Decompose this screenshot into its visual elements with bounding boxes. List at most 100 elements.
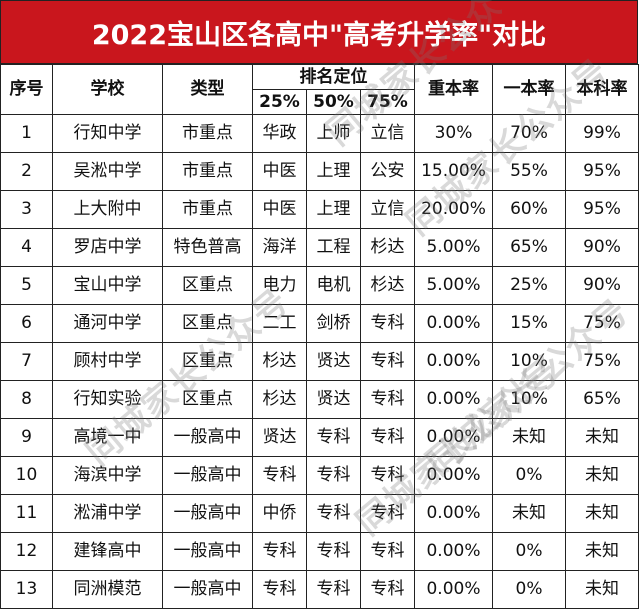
cell-key-rate: 0.00% bbox=[414, 456, 493, 495]
cell-key-rate: 0.00% bbox=[414, 342, 493, 381]
cell-rank-75: 公安 bbox=[360, 152, 415, 191]
cell-bachelor-rate: 99% bbox=[565, 114, 639, 153]
header-key-rate: 重本率 bbox=[414, 64, 493, 115]
cell-key-rate: 20.00% bbox=[414, 190, 493, 229]
cell-school: 高境一中 bbox=[52, 418, 163, 457]
table-row: 3 上大附中 市重点 中医 上理 立信 20.00% 60% 95% bbox=[0, 190, 639, 229]
header-bachelor-rate: 本科率 bbox=[565, 64, 639, 115]
table-row: 13 同洲模范 一般高中 专科 专科 专科 0.00% 0% 未知 bbox=[0, 570, 639, 609]
cell-bachelor-rate: 90% bbox=[565, 228, 639, 267]
table-row: 11 淞浦中学 一般高中 中侨 专科 专科 0.00% 未知 未知 bbox=[0, 494, 639, 533]
table-row: 8 行知实验 区重点 杉达 贤达 专科 0.00% 10% 65% bbox=[0, 380, 639, 419]
cell-school: 吴淞中学 bbox=[52, 152, 163, 191]
header-first-rate: 一本率 bbox=[492, 64, 566, 115]
cell-type: 特色普高 bbox=[162, 228, 253, 267]
cell-rank-25: 杉达 bbox=[252, 342, 307, 381]
cell-index: 2 bbox=[0, 152, 53, 191]
cell-key-rate: 0.00% bbox=[414, 304, 493, 343]
cell-bachelor-rate: 未知 bbox=[565, 532, 639, 571]
cell-first-rate: 60% bbox=[492, 190, 566, 229]
cell-rank-75: 专科 bbox=[360, 342, 415, 381]
cell-first-rate: 未知 bbox=[492, 418, 566, 457]
table-row: 2 吴淞中学 市重点 中医 上理 公安 15.00% 55% 95% bbox=[0, 152, 639, 191]
cell-bachelor-rate: 65% bbox=[565, 380, 639, 419]
cell-rank-75: 立信 bbox=[360, 190, 415, 229]
cell-rank-50: 贤达 bbox=[306, 380, 361, 419]
cell-bachelor-rate: 未知 bbox=[565, 418, 639, 457]
cell-first-rate: 15% bbox=[492, 304, 566, 343]
table-row: 7 顾村中学 区重点 杉达 贤达 专科 0.00% 10% 75% bbox=[0, 342, 639, 381]
cell-type: 一般高中 bbox=[162, 418, 253, 457]
cell-rank-25: 贤达 bbox=[252, 418, 307, 457]
cell-rank-25: 杉达 bbox=[252, 380, 307, 419]
cell-rank-50: 专科 bbox=[306, 532, 361, 571]
cell-type: 一般高中 bbox=[162, 456, 253, 495]
header-rank-50: 50% bbox=[306, 89, 361, 115]
cell-rank-50: 专科 bbox=[306, 418, 361, 457]
cell-first-rate: 10% bbox=[492, 342, 566, 381]
cell-first-rate: 0% bbox=[492, 456, 566, 495]
table-row: 12 建锋高中 一般高中 专科 专科 专科 0.00% 0% 未知 bbox=[0, 532, 639, 571]
cell-type: 区重点 bbox=[162, 380, 253, 419]
cell-school: 海滨中学 bbox=[52, 456, 163, 495]
cell-index: 4 bbox=[0, 228, 53, 267]
cell-school: 建锋高中 bbox=[52, 532, 163, 571]
cell-rank-50: 专科 bbox=[306, 570, 361, 609]
cell-type: 市重点 bbox=[162, 190, 253, 229]
cell-rank-50: 工程 bbox=[306, 228, 361, 267]
cell-index: 7 bbox=[0, 342, 53, 381]
cell-rank-25: 专科 bbox=[252, 532, 307, 571]
cell-rank-75: 杉达 bbox=[360, 266, 415, 305]
cell-rank-75: 专科 bbox=[360, 456, 415, 495]
cell-key-rate: 30% bbox=[414, 114, 493, 153]
cell-key-rate: 5.00% bbox=[414, 266, 493, 305]
cell-rank-50: 上师 bbox=[306, 114, 361, 153]
cell-type: 区重点 bbox=[162, 266, 253, 305]
table-title: 2022宝山区各高中"高考升学率"对比 bbox=[0, 0, 638, 64]
cell-rank-75: 专科 bbox=[360, 532, 415, 571]
cell-rank-50: 专科 bbox=[306, 494, 361, 533]
cell-school: 行知实验 bbox=[52, 380, 163, 419]
cell-rank-75: 专科 bbox=[360, 494, 415, 533]
table-row: 5 宝山中学 区重点 电力 电机 杉达 5.00% 25% 90% bbox=[0, 266, 639, 305]
cell-first-rate: 25% bbox=[492, 266, 566, 305]
cell-first-rate: 55% bbox=[492, 152, 566, 191]
cell-rank-25: 二工 bbox=[252, 304, 307, 343]
table-body: 1 行知中学 市重点 华政 上师 立信 30% 70% 99% 2 吴淞中学 市重点 中医 上理 公安 15.… bbox=[0, 114, 639, 609]
header-rank-75: 75% bbox=[360, 89, 415, 115]
cell-bachelor-rate: 75% bbox=[565, 304, 639, 343]
cell-school: 通河中学 bbox=[52, 304, 163, 343]
cell-rank-25: 专科 bbox=[252, 456, 307, 495]
header-index: 序号 bbox=[0, 64, 53, 115]
cell-rank-25: 电力 bbox=[252, 266, 307, 305]
cell-school: 顾村中学 bbox=[52, 342, 163, 381]
cell-index: 12 bbox=[0, 532, 53, 571]
cell-rank-25: 中医 bbox=[252, 190, 307, 229]
cell-bachelor-rate: 未知 bbox=[565, 570, 639, 609]
cell-rank-50: 剑桥 bbox=[306, 304, 361, 343]
cell-type: 区重点 bbox=[162, 304, 253, 343]
cell-key-rate: 0.00% bbox=[414, 570, 493, 609]
cell-index: 10 bbox=[0, 456, 53, 495]
table-row: 6 通河中学 区重点 二工 剑桥 专科 0.00% 15% 75% bbox=[0, 304, 639, 343]
cell-rank-50: 上理 bbox=[306, 190, 361, 229]
cell-index: 13 bbox=[0, 570, 53, 609]
cell-index: 3 bbox=[0, 190, 53, 229]
cell-index: 5 bbox=[0, 266, 53, 305]
cell-rank-75: 专科 bbox=[360, 570, 415, 609]
cell-key-rate: 0.00% bbox=[414, 494, 493, 533]
cell-rank-50: 电机 bbox=[306, 266, 361, 305]
cell-rank-75: 专科 bbox=[360, 418, 415, 457]
cell-school: 宝山中学 bbox=[52, 266, 163, 305]
cell-rank-25: 华政 bbox=[252, 114, 307, 153]
cell-rank-75: 立信 bbox=[360, 114, 415, 153]
cell-bachelor-rate: 未知 bbox=[565, 494, 639, 533]
cell-rank-50: 贤达 bbox=[306, 342, 361, 381]
cell-key-rate: 0.00% bbox=[414, 380, 493, 419]
cell-type: 一般高中 bbox=[162, 494, 253, 533]
cell-first-rate: 65% bbox=[492, 228, 566, 267]
cell-school: 同洲模范 bbox=[52, 570, 163, 609]
cell-index: 1 bbox=[0, 114, 53, 153]
table-row: 4 罗店中学 特色普高 海洋 工程 杉达 5.00% 65% 90% bbox=[0, 228, 639, 267]
